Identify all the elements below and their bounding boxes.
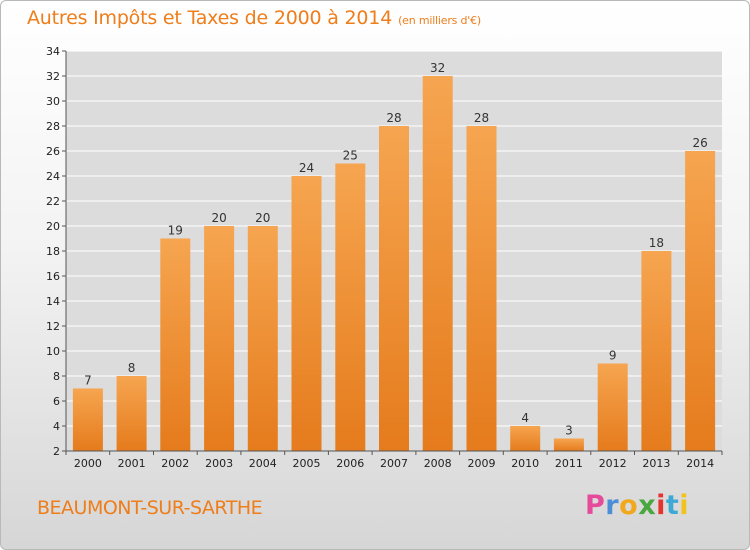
bar-2001 — [116, 376, 147, 451]
bar-2007 — [379, 126, 409, 451]
x-tick-label: 2009 — [468, 457, 496, 470]
y-tick-label: 26 — [46, 145, 60, 158]
x-tick-label: 2006 — [336, 457, 364, 470]
bar-2012 — [597, 363, 628, 451]
x-tick-label: 2001 — [118, 457, 146, 470]
x-tick-label: 2003 — [205, 457, 233, 470]
bar-2000 — [72, 388, 103, 451]
logo-letter: o — [619, 490, 639, 521]
y-tick-label: 6 — [53, 395, 60, 408]
bar-2005 — [291, 176, 322, 451]
data-label-2010: 4 — [521, 411, 529, 425]
data-label-2005: 24 — [299, 161, 314, 175]
bar-2003 — [204, 226, 235, 451]
bar-2009 — [466, 126, 497, 451]
x-tick-label: 2011 — [555, 457, 583, 470]
chart-title-text: Autres Impôts et Taxes de 2000 à 2014 — [27, 7, 393, 29]
x-tick-label: 2010 — [511, 457, 539, 470]
data-label-2012: 9 — [609, 349, 617, 363]
data-label-2006: 25 — [343, 149, 358, 163]
y-tick-label: 10 — [46, 345, 60, 358]
bar-2013 — [641, 251, 672, 451]
y-tick-label: 30 — [46, 95, 60, 108]
logo-letter: t — [665, 490, 680, 521]
data-label-2014: 26 — [692, 136, 707, 150]
y-tick-label: 16 — [46, 270, 60, 283]
commune-name: BEAUMONT-SUR-SARTHE — [37, 497, 263, 519]
proxiti-logo[interactable]: Proxiti — [585, 490, 689, 521]
y-tick-label: 14 — [46, 295, 60, 308]
y-tick-label: 24 — [46, 170, 60, 183]
logo-letter: P — [585, 490, 606, 521]
data-label-2002: 19 — [168, 224, 183, 238]
bar-2014 — [685, 151, 716, 451]
bar-2004 — [247, 226, 278, 451]
logo-letter: i — [656, 490, 666, 521]
x-tick-label: 2014 — [686, 457, 714, 470]
bars — [72, 76, 716, 451]
logo-letter: r — [605, 490, 620, 521]
logo-letter: i — [679, 490, 690, 521]
x-tick-label: 2005 — [293, 457, 321, 470]
data-label-2004: 20 — [255, 211, 270, 225]
y-tick-label: 34 — [46, 45, 60, 58]
x-tick-label: 2002 — [161, 457, 189, 470]
data-label-2011: 3 — [565, 424, 573, 438]
y-tick-label: 20 — [46, 220, 60, 233]
data-label-2000: 7 — [84, 374, 92, 388]
bar-2008 — [422, 76, 453, 451]
y-tick-label: 8 — [53, 370, 60, 383]
data-label-2008: 32 — [430, 61, 445, 75]
y-tick-label: 12 — [46, 320, 60, 333]
data-label-2013: 18 — [649, 236, 664, 250]
y-tick-label: 2 — [53, 445, 60, 458]
bar-2006 — [335, 163, 366, 451]
data-label-2001: 8 — [128, 361, 136, 375]
data-label-2003: 20 — [211, 211, 226, 225]
y-tick-label: 28 — [46, 120, 60, 133]
logo-letter: x — [638, 490, 657, 521]
data-labels: 7 8 19 20 20 24 25 28 32 28 4 3 9 18 26 — [84, 61, 708, 438]
x-tick-label: 2013 — [642, 457, 670, 470]
y-tick-label: 32 — [46, 70, 60, 83]
bar-2010 — [510, 426, 541, 451]
bar-2011 — [553, 438, 584, 451]
x-tick-label: 2007 — [380, 457, 408, 470]
y-tick-label: 4 — [53, 420, 60, 433]
chart-title: Autres Impôts et Taxes de 2000 à 2014 (en… — [27, 7, 481, 29]
x-tick-label: 2008 — [424, 457, 452, 470]
bar-2002 — [160, 238, 191, 451]
data-label-2007: 28 — [386, 111, 401, 125]
data-label-2009: 28 — [474, 111, 489, 125]
x-tick-label: 2012 — [599, 457, 627, 470]
chart-unit: (en milliers d'€) — [398, 14, 481, 27]
y-tick-label: 22 — [46, 195, 60, 208]
x-tick-label: 2000 — [74, 457, 102, 470]
y-tick-label: 18 — [46, 245, 60, 258]
x-tick-label: 2004 — [249, 457, 277, 470]
